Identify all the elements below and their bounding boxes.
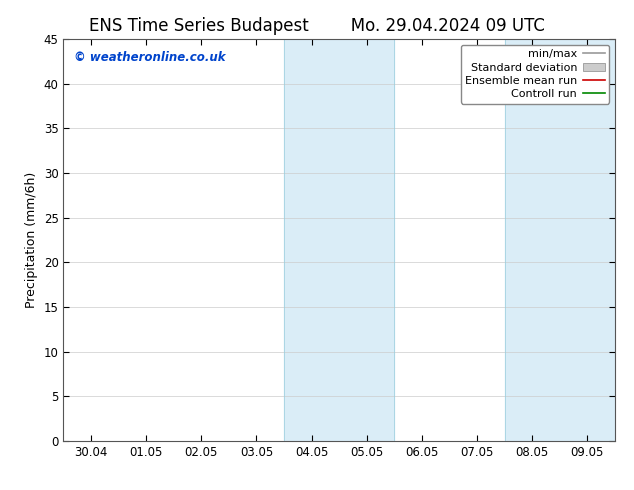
Legend: min/max, Standard deviation, Ensemble mean run, Controll run: min/max, Standard deviation, Ensemble me…: [460, 45, 609, 104]
Y-axis label: Precipitation (mm/6h): Precipitation (mm/6h): [25, 172, 38, 308]
Bar: [505, 39, 615, 441]
Bar: [284, 39, 394, 441]
Text: © weatheronline.co.uk: © weatheronline.co.uk: [74, 51, 226, 64]
Text: ENS Time Series Budapest        Mo. 29.04.2024 09 UTC: ENS Time Series Budapest Mo. 29.04.2024 …: [89, 17, 545, 35]
